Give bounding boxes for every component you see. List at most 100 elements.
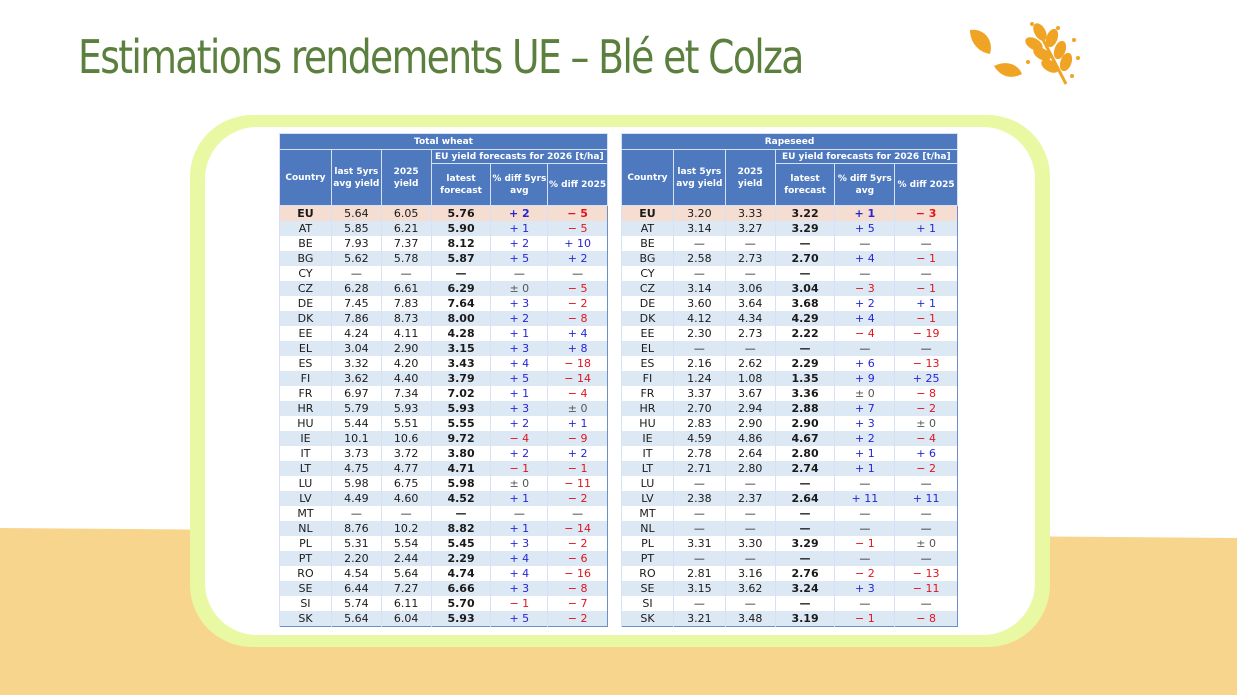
y2025-cell: 2.62 <box>724 356 776 371</box>
table-row: EE 2.30 2.73 2.22− 4− 19 <box>621 326 958 341</box>
slide-title: Estimations rendements UE – Blé et Colza <box>78 30 804 84</box>
y2025-cell: 3.62 <box>724 581 776 596</box>
last5-cell: 2.81 <box>672 566 726 581</box>
diff-5yrs-cell: + 1 <box>834 205 895 221</box>
y2025-cell: 2.94 <box>724 401 776 416</box>
diff-5yrs-cell: — <box>834 266 895 281</box>
country-cell: BE <box>621 236 674 251</box>
country-cell: IE <box>279 431 332 446</box>
table-row: EU 5.64 6.05 5.76 + 2− 5 <box>279 205 608 221</box>
y2025-cell: 3.27 <box>724 221 776 236</box>
latest-forecast-cell: 3.29 <box>774 536 835 551</box>
latest-forecast-cell: 4.29 <box>774 311 835 326</box>
diff-5yrs-cell: + 2 <box>490 416 548 431</box>
diff-2025-cell: ± 0 <box>547 401 608 416</box>
country-cell: RO <box>621 566 674 581</box>
rapeseed-table: Rapeseed Country last 5yrs avg yield 202… <box>621 133 959 627</box>
col-last5: last 5yrs avg yield <box>330 149 382 206</box>
wheat-ear-icon <box>1025 22 1080 85</box>
diff-2025-cell: — <box>894 521 958 536</box>
y2025-cell: 7.27 <box>380 581 432 596</box>
country-cell: LT <box>621 461 674 476</box>
country-cell: LU <box>621 476 674 491</box>
table-row: DE 7.45 7.83 7.64 + 3− 2 <box>279 296 608 311</box>
country-cell: HU <box>621 416 674 431</box>
country-cell: LV <box>279 491 332 506</box>
last5-cell: — <box>672 521 726 536</box>
table-row: IE 4.59 4.86 4.67 + 2− 4 <box>621 431 958 446</box>
diff-2025-cell: — <box>894 596 958 611</box>
last5-cell: 3.60 <box>672 296 726 311</box>
latest-forecast-cell: 4.28 <box>430 326 491 341</box>
y2025-cell: — <box>724 476 776 491</box>
country-cell: NL <box>621 521 674 536</box>
diff-2025-cell: + 25 <box>894 371 958 386</box>
diff-2025-cell: — <box>894 341 958 356</box>
diff-2025-cell: − 11 <box>894 581 958 596</box>
latest-forecast-cell: 7.02 <box>430 386 491 401</box>
diff-2025-cell: — <box>894 266 958 281</box>
country-cell: CZ <box>621 281 674 296</box>
latest-forecast-cell: 5.90 <box>430 221 491 236</box>
table-row: NL — — — — — <box>621 521 958 536</box>
diff-5yrs-cell: + 1 <box>490 491 548 506</box>
diff-5yrs-cell: + 3 <box>490 296 548 311</box>
table-row: PT 2.20 2.44 2.29 + 4− 6 <box>279 551 608 566</box>
last5-cell: — <box>672 341 726 356</box>
diff-5yrs-cell: + 1 <box>490 386 548 401</box>
diff-5yrs-cell: + 2 <box>490 236 548 251</box>
table-row: EU 3.20 3.33 3.22 + 1− 3 <box>621 205 958 221</box>
country-cell: DK <box>621 311 674 326</box>
country-cell: BG <box>279 251 332 266</box>
last5-cell: 5.31 <box>330 536 382 551</box>
latest-forecast-cell: 3.68 <box>774 296 835 311</box>
y2025-cell: 3.67 <box>724 386 776 401</box>
latest-forecast-cell: 5.76 <box>430 205 491 221</box>
diff-2025-cell: − 13 <box>894 356 958 371</box>
y2025-cell: 2.80 <box>724 461 776 476</box>
last5-cell: — <box>672 596 726 611</box>
diff-5yrs-cell: + 6 <box>834 356 895 371</box>
last5-cell: — <box>672 266 726 281</box>
country-cell: SI <box>279 596 332 611</box>
y2025-cell: 6.75 <box>380 476 432 491</box>
y2025-cell: 4.34 <box>724 311 776 326</box>
latest-forecast-cell: 2.80 <box>774 446 835 461</box>
y2025-cell: 3.06 <box>724 281 776 296</box>
latest-forecast-cell: 7.64 <box>430 296 491 311</box>
diff-2025-cell: − 5 <box>547 221 608 236</box>
y2025-cell: 4.40 <box>380 371 432 386</box>
y2025-cell: — <box>724 596 776 611</box>
diff-2025-cell: − 5 <box>547 281 608 296</box>
diff-5yrs-cell: + 3 <box>834 581 895 596</box>
country-cell: EE <box>621 326 674 341</box>
last5-cell: 3.37 <box>672 386 726 401</box>
diff-2025-cell: − 2 <box>547 536 608 551</box>
country-cell: HR <box>279 401 332 416</box>
table-row: IT 3.73 3.72 3.80 + 2 + 2 <box>279 446 608 461</box>
table-row: IT 2.78 2.64 2.80 + 1 + 6 <box>621 446 958 461</box>
diff-5yrs-cell: + 11 <box>834 491 895 506</box>
latest-forecast-cell: 9.72 <box>430 431 491 446</box>
diff-5yrs-cell: + 4 <box>490 551 548 566</box>
table-row: SE 3.15 3.62 3.24 + 3− 11 <box>621 581 958 596</box>
diff-2025-cell: + 8 <box>547 341 608 356</box>
country-cell: LT <box>279 461 332 476</box>
country-cell: PT <box>621 551 674 566</box>
country-cell: AT <box>621 221 674 236</box>
diff-5yrs-cell: + 2 <box>834 431 895 446</box>
table-row: ES 2.16 2.62 2.29 + 6− 13 <box>621 356 958 371</box>
table-row: LT 4.75 4.77 4.71− 1− 1 <box>279 461 608 476</box>
diff-5yrs-cell: — <box>834 236 895 251</box>
table-row: FR 3.37 3.67 3.36 ± 0− 8 <box>621 386 958 401</box>
last5-cell: 4.12 <box>672 311 726 326</box>
diff-2025-cell: — <box>547 266 608 281</box>
diff-5yrs-cell: + 2 <box>490 205 548 221</box>
diff-5yrs-cell: + 5 <box>490 611 548 627</box>
country-cell: CZ <box>279 281 332 296</box>
last5-cell: 6.97 <box>330 386 382 401</box>
y2025-cell: 5.93 <box>380 401 432 416</box>
country-cell: EU <box>279 205 332 221</box>
y2025-cell: 2.64 <box>724 446 776 461</box>
last5-cell: 3.21 <box>672 611 726 627</box>
